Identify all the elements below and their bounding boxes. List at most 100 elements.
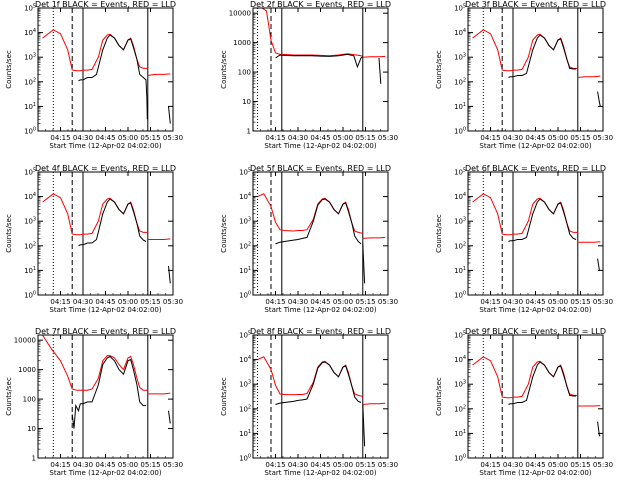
y-tick-exponent: 0 bbox=[248, 291, 251, 297]
x-tick-label: 05:15 bbox=[355, 461, 375, 469]
x-tick-label: 05:00 bbox=[118, 461, 138, 469]
x-tick-label: 05:00 bbox=[333, 134, 353, 142]
y-tick-label: 10 bbox=[239, 193, 248, 201]
x-tick-label: 05:00 bbox=[333, 461, 353, 469]
y-tick-exponent: 4 bbox=[33, 192, 36, 198]
y-tick-label: 1000 bbox=[233, 39, 251, 47]
black-events-series bbox=[275, 53, 364, 69]
red-lld-series bbox=[472, 356, 578, 399]
y-tick-label: 10 bbox=[454, 5, 463, 13]
black-events-series bbox=[597, 258, 601, 271]
plot-frame bbox=[37, 334, 174, 459]
y-axis-label: Counts/sec bbox=[5, 50, 13, 89]
x-axis-label: Start Time (12-Apr-02 04:02:00) bbox=[264, 469, 376, 477]
black-events-series bbox=[597, 421, 601, 437]
black-events-series bbox=[78, 198, 147, 247]
x-tick-label: 05:00 bbox=[548, 134, 568, 142]
y-tick-label: 10 bbox=[24, 292, 33, 300]
x-tick-label: 04:30 bbox=[73, 134, 93, 142]
x-tick-label: 04:45 bbox=[95, 298, 115, 306]
black-events-series bbox=[275, 198, 362, 245]
y-tick-label: 10 bbox=[24, 29, 33, 37]
y-tick-label: 10 bbox=[239, 292, 248, 300]
y-tick-exponent: 5 bbox=[463, 331, 466, 337]
chart-title: Det 4f BLACK = Events, RED = LLD bbox=[35, 164, 176, 173]
plot-frame bbox=[252, 334, 389, 459]
y-axis-label: Counts/sec bbox=[220, 214, 228, 253]
chart-title: Det 5f BLACK = Events, RED = LLD bbox=[250, 164, 391, 173]
y-tick-label: 10 bbox=[454, 455, 463, 463]
black-events-series bbox=[168, 266, 171, 284]
chart-title: Det 6f BLACK = Events, RED = LLD bbox=[465, 164, 606, 173]
x-tick-label: 05:15 bbox=[355, 134, 375, 142]
y-tick-label: 10 bbox=[454, 242, 463, 250]
y-axis-label: Counts/sec bbox=[5, 377, 13, 416]
y-tick-exponent: 3 bbox=[463, 53, 466, 59]
plot-frame bbox=[37, 7, 174, 132]
chart-title: Det 8f BLACK = Events, RED = LLD bbox=[250, 327, 391, 336]
x-tick-label: 05:15 bbox=[140, 461, 160, 469]
y-tick-label: 10 bbox=[24, 78, 33, 86]
y-tick-exponent: 4 bbox=[463, 355, 466, 361]
x-axis-label: Start Time (12-Apr-02 04:02:00) bbox=[264, 142, 376, 150]
y-tick-label: 10 bbox=[239, 455, 248, 463]
x-tick-label: 05:00 bbox=[548, 461, 568, 469]
y-tick-exponent: 1 bbox=[33, 102, 36, 108]
y-axis-label: Counts/sec bbox=[220, 50, 228, 89]
y-tick-exponent: 3 bbox=[33, 217, 36, 223]
y-tick-label: 10 bbox=[454, 430, 463, 438]
y-tick-exponent: 2 bbox=[248, 404, 251, 410]
y-tick-label: 10 bbox=[24, 218, 33, 226]
y-tick-exponent: 1 bbox=[463, 429, 466, 435]
black-events-series bbox=[597, 91, 601, 107]
y-tick-label: 1 bbox=[32, 455, 36, 463]
x-tick-label: 04:15 bbox=[265, 134, 285, 142]
chart-panel-4: Det 4f BLACK = Events, RED = LLD 04:15 04:… bbox=[5, 164, 183, 314]
x-tick-label: 04:15 bbox=[480, 461, 500, 469]
x-tick-label: 04:15 bbox=[50, 461, 70, 469]
x-tick-label: 04:45 bbox=[525, 298, 545, 306]
x-tick-label: 05:00 bbox=[118, 298, 138, 306]
y-tick-label: 10 bbox=[454, 54, 463, 62]
y-tick-label: 10 bbox=[454, 218, 463, 226]
plot-frame bbox=[467, 334, 604, 459]
y-tick-exponent: 4 bbox=[248, 355, 251, 361]
plot-area bbox=[257, 8, 386, 131]
y-tick-label: 10 bbox=[24, 5, 33, 13]
red-lld-series bbox=[42, 193, 148, 236]
red-lld-series bbox=[147, 392, 171, 395]
x-axis-label: Start Time (12-Apr-02 04:02:00) bbox=[49, 306, 161, 314]
x-axis-label: Start Time (12-Apr-02 04:02:00) bbox=[479, 469, 591, 477]
y-axis-label: Counts/sec bbox=[5, 214, 13, 253]
red-lld-series bbox=[472, 193, 578, 236]
plot-area bbox=[472, 335, 601, 458]
red-lld-series bbox=[362, 236, 386, 239]
red-lld-series bbox=[472, 29, 578, 72]
y-tick-exponent: 5 bbox=[33, 4, 36, 10]
y-tick-exponent: 4 bbox=[248, 192, 251, 198]
x-axis-label: Start Time (12-Apr-02 04:02:00) bbox=[479, 306, 591, 314]
red-lld-series bbox=[362, 55, 386, 58]
x-tick-label: 04:30 bbox=[73, 461, 93, 469]
x-tick-label: 04:15 bbox=[265, 461, 285, 469]
y-tick-label: 10 bbox=[24, 242, 33, 250]
x-tick-label: 05:15 bbox=[570, 298, 590, 306]
y-axis-label: Counts/sec bbox=[435, 50, 443, 89]
x-tick-label: 04:15 bbox=[265, 298, 285, 306]
plot-frame bbox=[467, 7, 604, 132]
y-tick-label: 10 bbox=[454, 128, 463, 136]
x-tick-label: 04:15 bbox=[50, 298, 70, 306]
black-events-series bbox=[508, 198, 577, 242]
y-tick-label: 10 bbox=[24, 128, 33, 136]
red-lld-series bbox=[362, 402, 386, 405]
x-tick-label: 04:45 bbox=[310, 134, 330, 142]
y-tick-label: 10 bbox=[239, 430, 248, 438]
y-tick-label: 100 bbox=[238, 69, 251, 77]
y-tick-label: 10 bbox=[239, 405, 248, 413]
y-tick-exponent: 2 bbox=[463, 241, 466, 247]
black-events-series bbox=[275, 361, 362, 405]
